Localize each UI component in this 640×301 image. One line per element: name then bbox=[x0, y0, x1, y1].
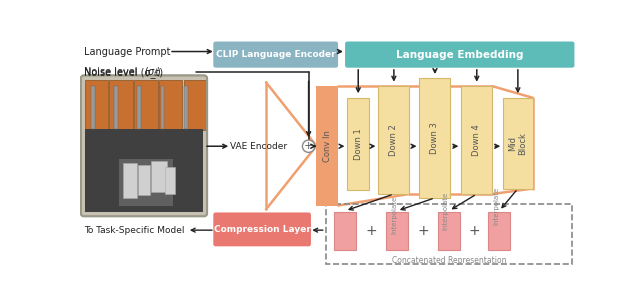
FancyBboxPatch shape bbox=[345, 42, 575, 68]
Bar bbox=[316, 86, 338, 206]
Bar bbox=[161, 86, 164, 129]
Bar bbox=[503, 98, 532, 189]
Circle shape bbox=[303, 140, 315, 152]
Bar bbox=[114, 86, 118, 129]
Bar bbox=[419, 79, 451, 198]
Bar bbox=[461, 86, 492, 194]
Bar bbox=[438, 212, 460, 250]
Text: To Task-Specific Model: To Task-Specific Model bbox=[84, 226, 184, 235]
Bar bbox=[348, 98, 369, 190]
Bar bbox=[159, 80, 182, 130]
Text: Concatenated Representation: Concatenated Representation bbox=[392, 256, 506, 265]
Bar bbox=[123, 163, 136, 198]
Text: Interpolate: Interpolate bbox=[493, 186, 499, 225]
Bar bbox=[138, 86, 141, 129]
Text: $(\sigma_t)$: $(\sigma_t)$ bbox=[145, 66, 162, 79]
Text: Noise level (σ_t): Noise level (σ_t) bbox=[84, 67, 163, 78]
Text: Down 4: Down 4 bbox=[472, 124, 481, 156]
Bar bbox=[84, 80, 108, 130]
Bar bbox=[184, 86, 188, 129]
Bar bbox=[119, 159, 173, 206]
Text: Language Embedding: Language Embedding bbox=[396, 50, 524, 60]
FancyBboxPatch shape bbox=[213, 42, 338, 68]
Bar bbox=[138, 166, 150, 195]
Bar bbox=[334, 212, 356, 250]
Text: Down 3: Down 3 bbox=[431, 122, 440, 154]
Bar bbox=[91, 86, 95, 129]
Text: Interpolate: Interpolate bbox=[391, 196, 397, 234]
Text: Mid
Block: Mid Block bbox=[508, 132, 527, 155]
Text: Noise level: Noise level bbox=[84, 67, 141, 77]
Bar bbox=[151, 161, 167, 192]
Text: VAE Encoder: VAE Encoder bbox=[230, 142, 287, 151]
Bar bbox=[378, 86, 410, 194]
Text: CLIP Language Encoder: CLIP Language Encoder bbox=[216, 50, 335, 59]
Text: Down 2: Down 2 bbox=[389, 124, 398, 156]
Text: Language Prompt: Language Prompt bbox=[84, 47, 170, 57]
Text: +: + bbox=[468, 224, 480, 238]
Text: Conv In: Conv In bbox=[323, 130, 332, 162]
Bar bbox=[184, 80, 207, 130]
FancyBboxPatch shape bbox=[81, 75, 207, 216]
Bar bbox=[386, 212, 408, 250]
Text: Compression Layer: Compression Layer bbox=[214, 225, 310, 234]
Bar bbox=[165, 167, 175, 194]
Bar bbox=[326, 204, 572, 264]
FancyBboxPatch shape bbox=[213, 213, 311, 246]
Bar bbox=[84, 129, 204, 212]
Text: +: + bbox=[417, 224, 429, 238]
Text: Down 1: Down 1 bbox=[354, 128, 363, 160]
Bar bbox=[488, 212, 510, 250]
Text: +: + bbox=[365, 224, 377, 238]
Bar bbox=[109, 80, 132, 130]
Text: Interpolate: Interpolate bbox=[443, 192, 449, 230]
Bar bbox=[134, 80, 157, 130]
Text: +: + bbox=[304, 141, 314, 151]
